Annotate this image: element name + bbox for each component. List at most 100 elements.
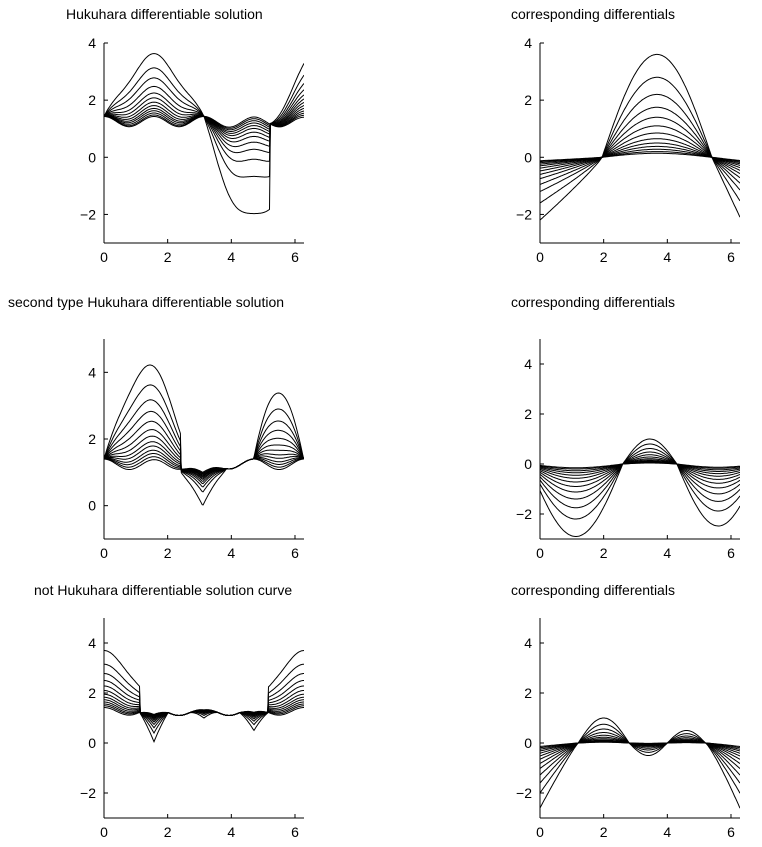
x-tick-label: 6 bbox=[727, 545, 735, 560]
x-tick-label: 0 bbox=[536, 824, 544, 840]
x-tick-label: 4 bbox=[227, 249, 235, 265]
series-curve bbox=[104, 663, 304, 734]
y-tick-label: 2 bbox=[88, 92, 96, 108]
series-curve bbox=[104, 364, 304, 506]
series-curve bbox=[104, 97, 304, 143]
series-curve bbox=[104, 53, 304, 215]
series-curve bbox=[104, 650, 304, 743]
x-tick-label: 6 bbox=[291, 249, 299, 265]
panel-2-chart: 0 2 4 6 −2 0 2 4 bbox=[516, 35, 740, 265]
y-tick-label: 4 bbox=[88, 35, 96, 51]
x-tick-label: 0 bbox=[536, 545, 544, 560]
panel-2: corresponding differentials 0 2 4 6 −2 0 2 4 bbox=[381, 0, 762, 280]
x-tick-label: 6 bbox=[291, 824, 299, 840]
y-tick-label: 0 bbox=[88, 149, 96, 165]
series-curve bbox=[540, 723, 740, 794]
x-tick-label: 2 bbox=[600, 824, 608, 840]
panel-4-title: corresponding differentials bbox=[511, 294, 675, 310]
y-tick-label: 2 bbox=[524, 406, 532, 422]
x-tick-label: 2 bbox=[164, 824, 172, 840]
series-curve bbox=[104, 420, 304, 482]
series-curve bbox=[104, 445, 304, 477]
series-curve bbox=[540, 456, 740, 487]
series-curve bbox=[540, 448, 740, 509]
series-curve bbox=[540, 152, 740, 162]
series-curve bbox=[540, 53, 740, 221]
series-curve bbox=[540, 732, 740, 776]
x-tick-label: 4 bbox=[663, 249, 671, 265]
series-curve bbox=[540, 741, 740, 747]
series-curve bbox=[540, 728, 740, 784]
y-tick-label: 0 bbox=[524, 456, 532, 472]
y-tick-label: 4 bbox=[524, 635, 532, 651]
y-tick-label: 4 bbox=[524, 356, 532, 372]
y-tick-label: 2 bbox=[88, 685, 96, 701]
series-curve bbox=[104, 453, 304, 475]
series-curve bbox=[540, 116, 740, 180]
panel-5-chart: 0 2 4 6 −2 0 2 4 bbox=[80, 618, 304, 840]
series-curve bbox=[540, 132, 740, 172]
y-tick-label: 2 bbox=[524, 685, 532, 701]
series-curve bbox=[104, 435, 304, 479]
series-curve bbox=[540, 451, 740, 500]
y-tick-label: 0 bbox=[524, 735, 532, 751]
series-curve bbox=[540, 93, 740, 193]
y-tick-label: −2 bbox=[516, 206, 532, 222]
x-tick-label: 0 bbox=[100, 249, 108, 265]
series-curve bbox=[540, 462, 740, 469]
series-curve bbox=[540, 454, 740, 493]
panel-5-title: not Hukuhara differentiable solution cur… bbox=[34, 582, 293, 598]
x-tick-label: 6 bbox=[727, 824, 735, 840]
panel-1: Hukuhara differentiable solution 0 2 4 6 −2 0… bbox=[0, 0, 381, 280]
series-curve bbox=[104, 429, 304, 480]
panel-2-title: corresponding differentials bbox=[511, 6, 675, 22]
series-curve bbox=[540, 76, 740, 204]
series-curve bbox=[540, 125, 740, 175]
y-tick-label: −2 bbox=[80, 206, 96, 222]
y-tick-label: 4 bbox=[88, 364, 96, 380]
x-tick-label: 2 bbox=[164, 249, 172, 265]
x-tick-label: 4 bbox=[663, 545, 671, 560]
series-curve bbox=[104, 707, 304, 716]
series-curve bbox=[104, 410, 304, 485]
series-curve bbox=[104, 441, 304, 478]
y-tick-label: 4 bbox=[88, 635, 96, 651]
x-tick-label: 4 bbox=[663, 824, 671, 840]
y-tick-label: 2 bbox=[88, 431, 96, 447]
series-curve bbox=[540, 438, 740, 537]
y-tick-label: −2 bbox=[516, 785, 532, 801]
panel-1-title: Hukuhara differentiable solution bbox=[66, 6, 263, 22]
series-curve bbox=[540, 460, 740, 476]
x-tick-label: 6 bbox=[291, 545, 299, 560]
series-curve bbox=[104, 384, 304, 493]
panel-6: corresponding differentials 0 2 4 6 −2 0 2 4 bbox=[381, 560, 762, 842]
x-tick-label: 2 bbox=[164, 545, 172, 560]
y-tick-label: 0 bbox=[88, 735, 96, 751]
series-curve bbox=[540, 443, 740, 520]
panel-6-chart: 0 2 4 6 −2 0 2 4 bbox=[516, 618, 740, 840]
y-tick-label: −2 bbox=[80, 785, 96, 801]
series-curve bbox=[104, 685, 304, 723]
series-curve bbox=[104, 449, 304, 476]
x-tick-label: 4 bbox=[227, 824, 235, 840]
series-curve bbox=[104, 456, 304, 474]
panel-3-title: second type Hukuhara differentiable solu… bbox=[8, 294, 285, 310]
x-tick-label: 2 bbox=[600, 249, 608, 265]
series-curve bbox=[540, 458, 740, 483]
panel-1-chart: 0 2 4 6 −2 0 2 4 bbox=[80, 35, 304, 265]
series-curve bbox=[540, 459, 740, 479]
x-tick-label: 6 bbox=[727, 249, 735, 265]
y-tick-label: −2 bbox=[516, 506, 532, 522]
panel-3-chart: 0 2 4 6 0 2 4 bbox=[88, 339, 304, 561]
series-curve bbox=[540, 106, 740, 185]
series-curve bbox=[104, 673, 304, 729]
panel-5: not Hukuhara differentiable solution cur… bbox=[0, 560, 381, 842]
series-curve bbox=[104, 399, 304, 488]
panel-6-title: corresponding differentials bbox=[511, 582, 675, 598]
x-tick-label: 0 bbox=[100, 824, 108, 840]
series-curve bbox=[104, 680, 304, 726]
series-curve bbox=[540, 142, 740, 167]
panel-4: corresponding differentials 0 2 4 6 −2 0 2 4 bbox=[381, 280, 762, 561]
y-tick-label: 2 bbox=[524, 92, 532, 108]
